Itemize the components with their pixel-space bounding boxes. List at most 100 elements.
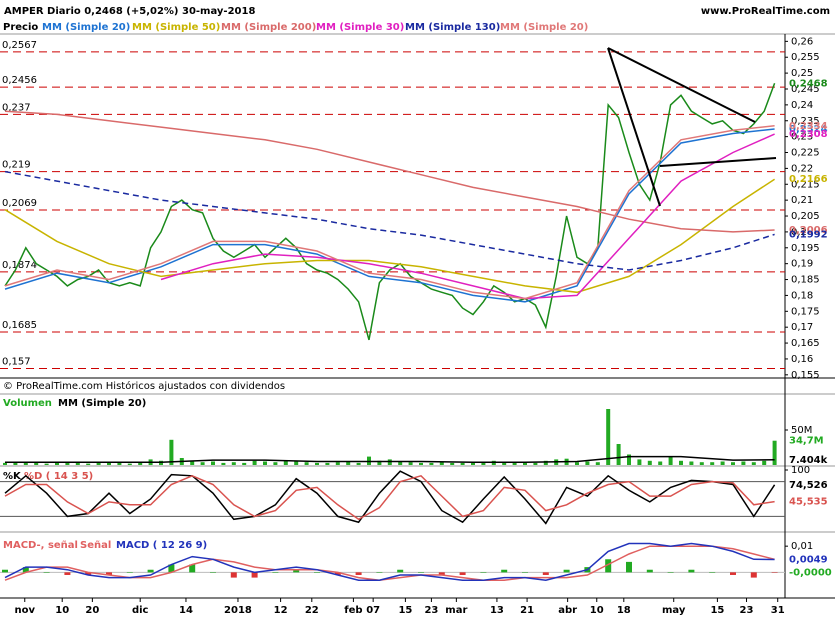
volume-bar bbox=[439, 462, 444, 465]
series-line bbox=[4, 542, 775, 581]
legend: Precio MM (Simple 20) MM (Simple 50) MM … bbox=[3, 22, 588, 33]
histogram-bar bbox=[210, 572, 216, 573]
volume-bar bbox=[377, 460, 382, 465]
volume-bar bbox=[294, 461, 299, 465]
x-tick-label: 07 bbox=[366, 605, 380, 616]
histogram-bar bbox=[85, 572, 92, 575]
volume-bar bbox=[65, 462, 70, 465]
volume-bar bbox=[460, 462, 465, 465]
level-label: 0,2069 bbox=[2, 198, 37, 209]
volume-bar bbox=[575, 462, 579, 465]
x-tick-label: 21 bbox=[520, 605, 534, 616]
y-tick-label: 0,195 bbox=[791, 243, 820, 254]
histogram-bar bbox=[43, 572, 50, 573]
volume-bar bbox=[658, 461, 663, 465]
last-value-label: 0,2324 bbox=[789, 124, 828, 135]
series-line bbox=[4, 110, 775, 233]
legend-entry: MM (Simple 200) bbox=[221, 22, 316, 33]
y-tick-label: 0,185 bbox=[791, 275, 820, 286]
volume-bar bbox=[169, 439, 174, 465]
y-tick-label: 0,205 bbox=[791, 211, 820, 222]
legend-entry: %D ( 14 3 5) bbox=[24, 471, 93, 482]
x-tick-label: 23 bbox=[424, 605, 438, 616]
histogram-bar bbox=[126, 572, 133, 573]
series-line bbox=[5, 455, 775, 463]
volume-bar bbox=[533, 462, 538, 465]
last-value-label: 0,2334 bbox=[789, 121, 828, 132]
trend-lines bbox=[607, 47, 777, 207]
x-tick-label: 2018 bbox=[224, 605, 252, 616]
volume-bar bbox=[34, 462, 39, 465]
volume-bar bbox=[762, 460, 767, 465]
volume-bar bbox=[689, 461, 694, 465]
legend-entry: %K bbox=[3, 471, 22, 482]
last-value-label: 45,535 bbox=[789, 497, 828, 508]
volume-bar bbox=[502, 462, 507, 465]
x-tick-label: feb bbox=[344, 605, 362, 616]
legend-entry: Señal bbox=[80, 540, 111, 551]
x-tick-label: 13 bbox=[490, 605, 504, 616]
volume-bar bbox=[647, 460, 652, 465]
y-tick-label: 0,215 bbox=[791, 179, 820, 190]
volume-bar bbox=[3, 462, 7, 465]
y-tick-label: 0,17 bbox=[791, 322, 813, 333]
legend-entry: MM (Simple 50) bbox=[132, 22, 220, 33]
level-label: 0,1685 bbox=[2, 320, 37, 331]
x-tick-label: mar bbox=[445, 605, 467, 616]
x-tick-label: nov bbox=[15, 605, 36, 616]
volume-bar bbox=[523, 462, 527, 465]
level-label: 0,1874 bbox=[2, 260, 37, 271]
histogram-bar bbox=[168, 564, 175, 573]
histogram-bar bbox=[22, 567, 29, 573]
last-value-label: 0,2468 bbox=[789, 78, 828, 89]
histogram-bar bbox=[480, 572, 487, 573]
histogram-bar bbox=[272, 572, 279, 573]
y-tick-label: 0,22 bbox=[791, 163, 813, 174]
volume-bar bbox=[699, 462, 704, 465]
level-label: 0,237 bbox=[2, 102, 31, 113]
volume-bar bbox=[335, 462, 340, 465]
volume-bar bbox=[86, 463, 91, 465]
volume-bar bbox=[252, 460, 257, 465]
x-tick-label: 15 bbox=[710, 605, 724, 616]
x-tick-label: abr bbox=[558, 605, 577, 616]
histogram-bar bbox=[605, 559, 612, 573]
volume-bar bbox=[55, 462, 59, 465]
histogram-bar bbox=[522, 572, 528, 573]
level-label: 0,2567 bbox=[2, 40, 37, 51]
y-tick-label: 0,23 bbox=[791, 132, 813, 143]
x-tick-label: 31 bbox=[771, 605, 785, 616]
trend-line bbox=[607, 47, 661, 207]
legend-entry: Precio bbox=[3, 22, 38, 33]
histogram-bar bbox=[667, 572, 674, 573]
y-tick-label: 0,26 bbox=[791, 36, 813, 47]
last-value-label: 0,2166 bbox=[789, 174, 828, 185]
y-tick-label: 0,155 bbox=[791, 370, 820, 381]
x-tick-label: 12 bbox=[274, 605, 288, 616]
volume-bar bbox=[731, 462, 735, 465]
volume-bar bbox=[96, 462, 101, 465]
histogram-bar bbox=[542, 572, 549, 575]
histogram-bar bbox=[709, 572, 716, 573]
trend-line bbox=[607, 47, 756, 123]
last-value-label: 7.404k bbox=[789, 455, 828, 466]
histogram-bar bbox=[293, 569, 300, 573]
histogram-bar bbox=[147, 569, 154, 573]
histogram-bar bbox=[189, 564, 196, 573]
y-tick-label: 0,175 bbox=[791, 306, 820, 317]
x-tick-label: 23 bbox=[740, 605, 754, 616]
last-value-label: 34,7M bbox=[789, 436, 824, 447]
volume-bar bbox=[419, 462, 423, 465]
volume-bar bbox=[751, 462, 756, 465]
y-tick-label: 0,225 bbox=[791, 148, 820, 159]
histogram-bar bbox=[2, 569, 8, 573]
histogram-bar bbox=[563, 569, 570, 573]
volume-bar bbox=[543, 460, 548, 465]
legend-entry: Volumen bbox=[3, 398, 52, 409]
last-value-label: 74,526 bbox=[789, 480, 828, 491]
series-line bbox=[4, 128, 775, 303]
volume-bar bbox=[44, 463, 49, 465]
volume-bar bbox=[616, 444, 621, 465]
